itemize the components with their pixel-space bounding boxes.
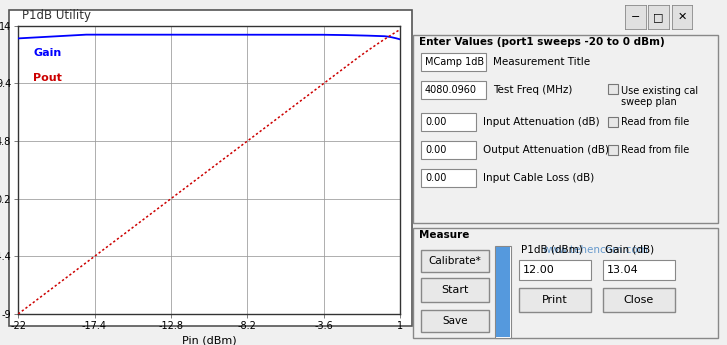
Text: Read from file: Read from file: [621, 117, 689, 127]
Text: Measure: Measure: [419, 230, 470, 240]
Text: Use existing cal: Use existing cal: [621, 86, 698, 96]
Text: Read from file: Read from file: [621, 145, 689, 155]
Text: Calibrate*: Calibrate*: [429, 256, 481, 266]
Text: www.tehencom.com: www.tehencom.com: [543, 245, 649, 255]
Text: Close: Close: [624, 295, 654, 305]
Text: Start: Start: [441, 285, 469, 295]
Text: −: −: [631, 12, 640, 22]
Text: Print: Print: [542, 295, 568, 305]
Text: 0.00: 0.00: [425, 145, 446, 155]
Text: 0.00: 0.00: [425, 173, 446, 183]
Text: MCamp 1dB: MCamp 1dB: [425, 57, 484, 67]
Text: 0.00: 0.00: [425, 117, 446, 127]
Text: Save: Save: [442, 316, 467, 326]
Text: P1dB Utility: P1dB Utility: [22, 9, 91, 22]
Text: ✕: ✕: [678, 12, 686, 22]
Text: sweep plan: sweep plan: [621, 97, 677, 107]
Text: □: □: [654, 12, 664, 22]
Text: Input Cable Loss (dB): Input Cable Loss (dB): [483, 173, 594, 183]
Text: Gain: Gain: [33, 48, 62, 58]
Text: Gain (dB): Gain (dB): [605, 245, 654, 255]
Text: Input Attenuation (dB): Input Attenuation (dB): [483, 117, 600, 127]
Text: P1dB (dBm): P1dB (dBm): [521, 245, 583, 255]
Text: 4080.0960: 4080.0960: [425, 85, 477, 95]
Text: Enter Values (port1 sweeps -20 to 0 dBm): Enter Values (port1 sweeps -20 to 0 dBm): [419, 37, 664, 47]
Text: Pout: Pout: [33, 72, 63, 82]
Text: 13.04: 13.04: [607, 265, 639, 275]
X-axis label: Pin (dBm): Pin (dBm): [182, 335, 236, 345]
Text: Measurement Title: Measurement Title: [493, 57, 590, 67]
Text: Test Freq (MHz): Test Freq (MHz): [493, 85, 572, 95]
Text: Output Attenuation (dB): Output Attenuation (dB): [483, 145, 609, 155]
Text: 12.00: 12.00: [523, 265, 555, 275]
